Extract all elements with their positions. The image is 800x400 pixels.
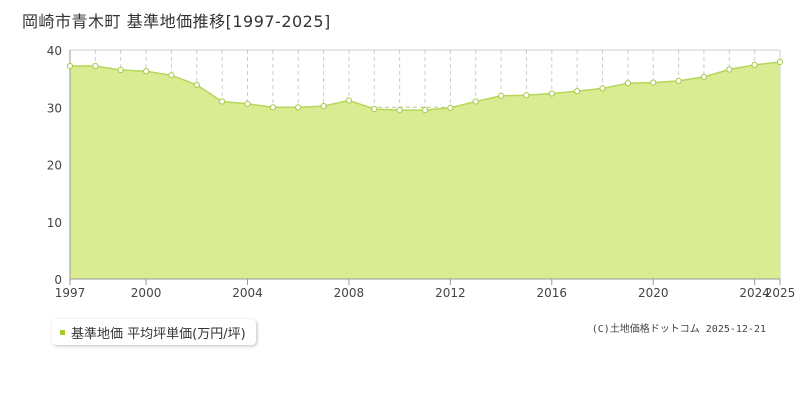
- data-point: [548, 90, 555, 97]
- data-point: [650, 79, 657, 86]
- data-point: [244, 100, 251, 107]
- data-point: [66, 62, 74, 70]
- data-point: [675, 77, 682, 85]
- data-point: [168, 72, 175, 79]
- x-tick-label: 1997: [55, 286, 86, 300]
- data-point: [219, 98, 226, 105]
- data-point: [269, 104, 276, 111]
- y-tick-label: 0: [54, 273, 62, 287]
- x-tick-label: 2004: [232, 286, 263, 300]
- data-point: [295, 104, 302, 111]
- data-point: [776, 58, 784, 66]
- y-tick-label: 20: [47, 159, 62, 173]
- data-point: [447, 104, 454, 111]
- data-point: [726, 66, 733, 73]
- data-point: [472, 98, 479, 105]
- legend-label: 基準地価 平均坪単価(万円/坪): [71, 326, 246, 342]
- data-point: [193, 81, 200, 89]
- y-tick-label: 30: [47, 101, 62, 115]
- x-tick-label: 2000: [131, 286, 162, 300]
- data-point: [396, 107, 403, 114]
- data-point: [751, 61, 758, 69]
- y-tick-label: 10: [47, 216, 62, 230]
- x-tick-label: 2025: [765, 286, 796, 300]
- x-tick-label: 2020: [638, 286, 669, 300]
- data-point: [599, 85, 606, 92]
- data-point: [320, 103, 327, 110]
- data-point: [523, 92, 530, 99]
- x-tick-label: 2008: [334, 286, 365, 300]
- x-tick-label: 2012: [435, 286, 466, 300]
- data-point: [624, 80, 632, 87]
- label-layer: 0 10 20 30 40 1997 2000 2004 2008 2012 2016 2020 202…: [47, 44, 796, 300]
- data-point: [345, 97, 352, 104]
- data-point: [92, 62, 99, 70]
- x-tick-label: 2024: [739, 286, 770, 300]
- axis-layer: [69, 50, 781, 285]
- data-point: [498, 92, 505, 99]
- data-point: [421, 107, 429, 114]
- data-point: [117, 66, 124, 74]
- y-tick-label: 40: [47, 44, 62, 58]
- data-point: [574, 88, 581, 95]
- series-area: [70, 62, 780, 279]
- legend: 基準地価 平均坪単価(万円/坪): [52, 319, 256, 345]
- legend-swatch: [60, 329, 65, 335]
- data-point: [371, 105, 378, 113]
- data-point: [143, 68, 150, 75]
- copyright-credit: (C)土地価格ドットコム 2025-12-21: [591, 324, 766, 335]
- data-point: [700, 73, 708, 81]
- x-tick-label: 2016: [537, 286, 568, 300]
- chart-title: 岡崎市青木町 基準地価推移[1997-2025]: [22, 12, 331, 31]
- marker-layer: [66, 58, 784, 114]
